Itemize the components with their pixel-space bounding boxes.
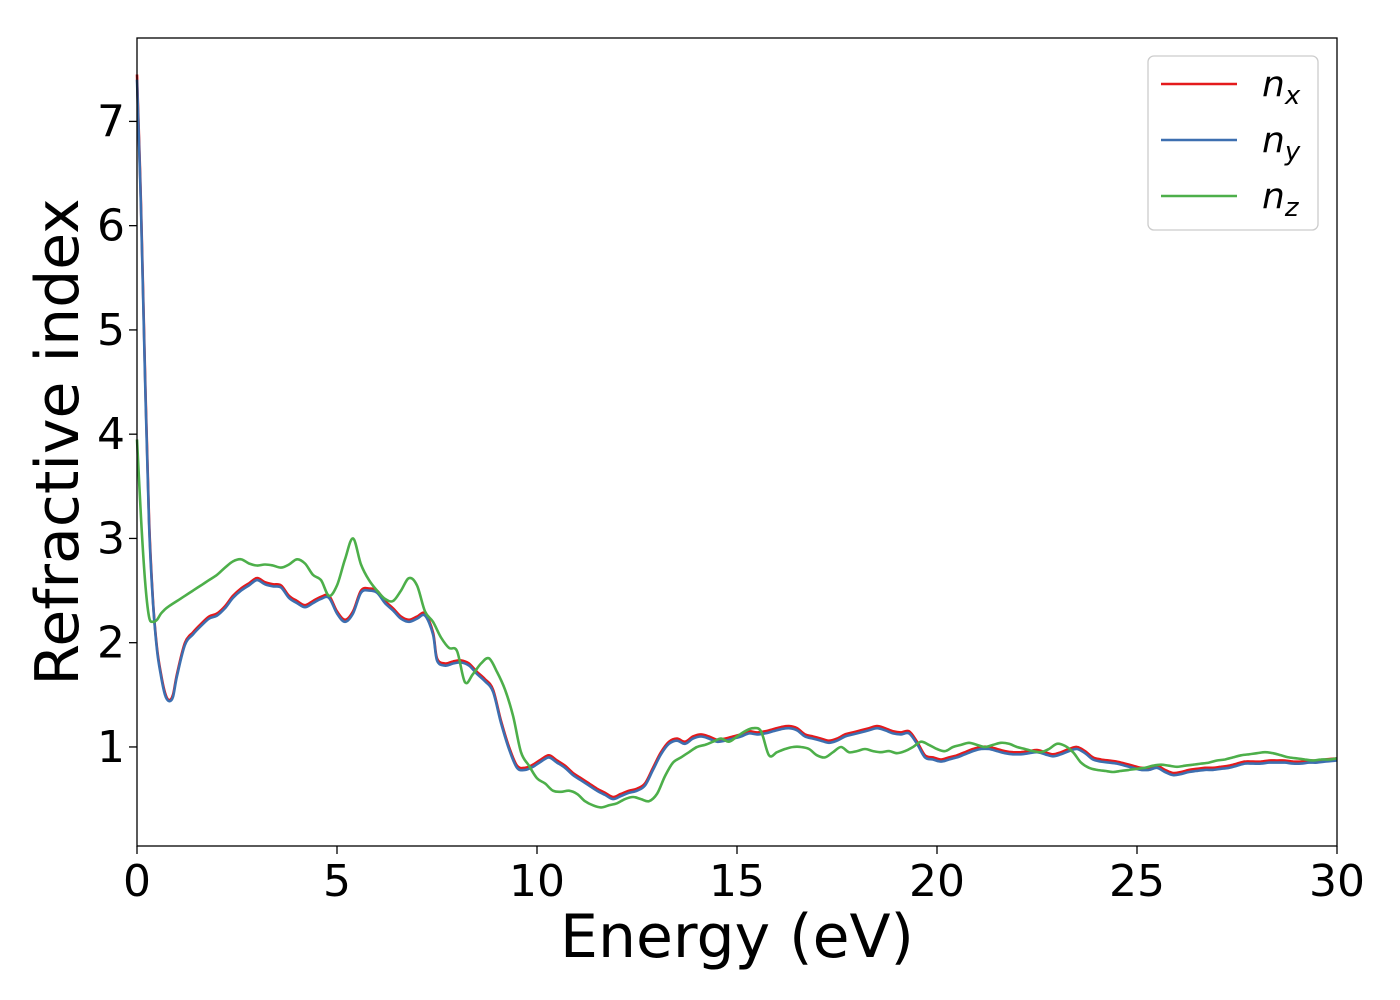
legend-label-x: nx (1262, 64, 1301, 111)
series-line-y (135, 79, 1338, 801)
legend: nx ny nz (1147, 55, 1319, 231)
y-tick-label: 5 (97, 305, 125, 356)
x-tick-label: 15 (709, 856, 765, 907)
y-tick-label: 7 (97, 96, 125, 147)
series-layer (135, 74, 1338, 809)
x-tick-label: 0 (123, 856, 151, 907)
series-line-z (135, 439, 1338, 809)
y-tick-label: 3 (97, 513, 125, 564)
y-tick-label: 1 (97, 722, 125, 773)
x-tick-label: 5 (323, 856, 351, 907)
y-axis-title: Refractive index (23, 198, 93, 685)
x-tick-label: 25 (1109, 856, 1165, 907)
series-line-x (135, 74, 1338, 799)
y-tick-label: 6 (97, 201, 125, 252)
y-axis-ticks: 1 2 3 4 5 6 7 (97, 96, 137, 773)
y-tick-label: 4 (97, 409, 125, 460)
x-axis-title: Energy (eV) (560, 902, 914, 972)
legend-box (1147, 55, 1319, 231)
x-axis-ticks: 0 5 10 15 20 25 30 (123, 846, 1365, 907)
legend-label-y: ny (1262, 120, 1301, 167)
legend-label-z: nz (1262, 176, 1300, 223)
x-tick-label: 10 (509, 856, 565, 907)
y-tick-label: 2 (97, 618, 125, 669)
x-tick-label: 20 (909, 856, 965, 907)
x-tick-label: 30 (1309, 856, 1365, 907)
plot-area (137, 38, 1337, 846)
